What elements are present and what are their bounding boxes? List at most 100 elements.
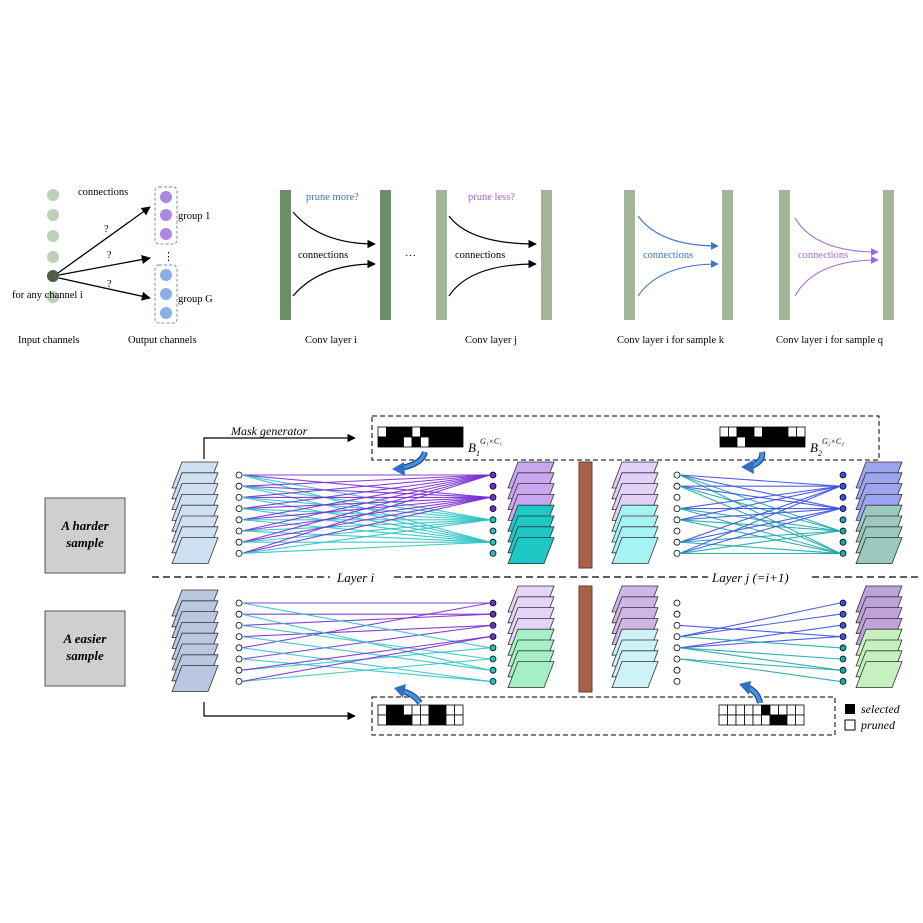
connection-line (679, 485, 841, 510)
channel-node (673, 550, 681, 557)
connection-line (679, 508, 841, 554)
selected-input-channel-node (47, 270, 59, 282)
mask-cell (428, 436, 438, 448)
channel-node (673, 610, 681, 618)
channel-node (839, 622, 847, 629)
feature-map-plane (171, 537, 219, 564)
mask-apply-arrowhead (739, 681, 751, 695)
mask-box-bottom (371, 696, 836, 736)
channel-node (839, 471, 847, 479)
mask-cell (403, 436, 413, 448)
connections-label: connections (78, 187, 128, 198)
connection-line (679, 530, 841, 543)
mask-cell (745, 426, 755, 438)
conv-layer-panel: prune more? connections ··· prune less? … (280, 190, 552, 346)
mask-cell (745, 436, 755, 448)
mask-cell (761, 714, 771, 726)
connection-line (241, 474, 491, 487)
channel-node (235, 666, 243, 674)
mask-cell (786, 714, 796, 726)
mask-cell (411, 714, 421, 726)
feature-map-plane (855, 537, 903, 564)
channel-node (489, 527, 497, 535)
legend-selected-label: selected (861, 702, 901, 716)
connection-curve-blue (637, 260, 719, 297)
mask-cell (403, 704, 413, 716)
connection-line (241, 602, 491, 649)
conv-layer-bar (380, 190, 391, 320)
dynamic-pruning-panel: Mask generator B1G₁×C₁ B2G₂×C₂ A harder … (44, 415, 918, 736)
connection-line (679, 647, 841, 660)
mask-cell (386, 704, 396, 716)
mask-cell (420, 704, 430, 716)
output-channel-node (160, 191, 172, 203)
input-channel-node (47, 189, 59, 201)
channel-node (673, 482, 681, 490)
input-channel-node (47, 251, 59, 263)
channel-node (673, 538, 681, 546)
connection-line (241, 613, 491, 671)
channel-node (673, 644, 681, 652)
channel-node (673, 516, 681, 524)
connections-label: connections (643, 250, 693, 261)
channel-node (839, 550, 847, 557)
feature-map-plane (507, 661, 555, 688)
mask-cell (394, 714, 404, 726)
mask-cell (796, 426, 806, 438)
feature-map-plane (611, 537, 659, 564)
mask-cell (428, 704, 438, 716)
channel-node (235, 678, 243, 685)
output-channels-caption: Output channels (128, 335, 197, 346)
question-mark: ? (104, 224, 109, 235)
connection-curve-blue (637, 215, 719, 250)
mask-matrices (377, 426, 806, 726)
channel-node (839, 505, 847, 513)
output-channel-node (160, 307, 172, 319)
channel-node (235, 471, 243, 479)
connection-arrow (58, 255, 151, 276)
mask-cell (403, 714, 413, 726)
layer-divider (578, 461, 593, 569)
connection-line (241, 624, 491, 638)
mask-apply-arrowhead (392, 462, 405, 476)
mask-cell (779, 426, 789, 438)
channel-node (235, 599, 243, 607)
connection-arrow (58, 277, 151, 301)
connection-line (679, 485, 841, 554)
channel-node (235, 505, 243, 513)
mask-cell (770, 436, 780, 448)
layer-j-label: Layer j (=i+1) (711, 570, 789, 585)
connection-line (241, 474, 491, 554)
connection-line (241, 636, 491, 682)
easier-sample-box (44, 610, 126, 687)
mask-cell (761, 704, 771, 716)
channel-node (489, 505, 497, 513)
channel-node (839, 482, 847, 490)
mask-cell (787, 436, 797, 448)
legend-selected-swatch (845, 704, 855, 714)
mask-cell (728, 426, 738, 438)
connection-line (241, 474, 491, 543)
sample-q-caption: Conv layer i for sample q (776, 335, 884, 346)
connection-curve-purple (794, 256, 879, 297)
connection-line (679, 658, 841, 671)
mask-cell (437, 704, 447, 716)
input-channel-column (47, 189, 59, 303)
mask-cell (796, 436, 806, 448)
connections-label: connections (455, 250, 505, 261)
mask-cell (744, 714, 754, 726)
mask-cell (428, 714, 438, 726)
mask-cell (420, 436, 430, 448)
channel-node (235, 633, 243, 640)
mask-cell (727, 714, 737, 726)
connection-curve-purple (794, 217, 879, 256)
mask-cell (377, 714, 387, 726)
connection-line (241, 474, 491, 510)
mask-cell (454, 436, 464, 448)
conv-layer-bar (779, 190, 790, 320)
output-channel-node (160, 209, 172, 221)
mask-cell (437, 714, 447, 726)
channel-node (235, 493, 243, 501)
mask-cell (762, 436, 772, 448)
mask-cell (377, 436, 387, 448)
